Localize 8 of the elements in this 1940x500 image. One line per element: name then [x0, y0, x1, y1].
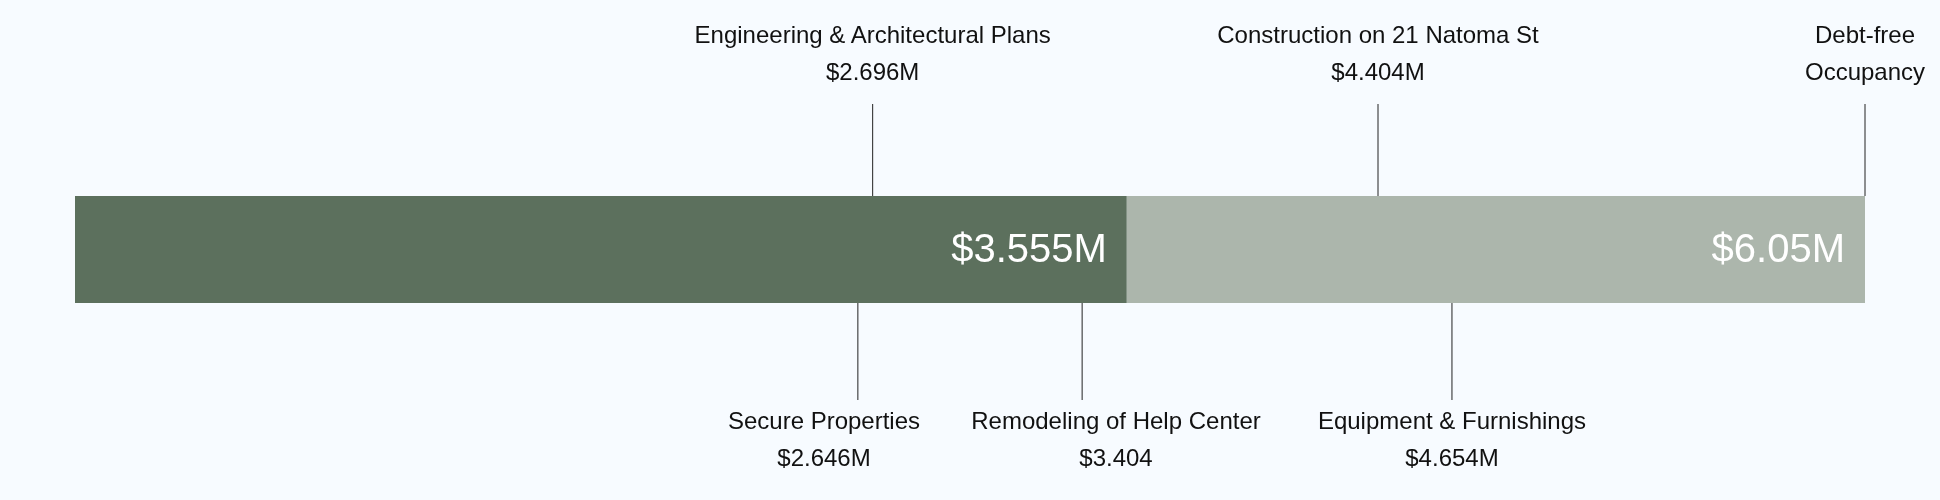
ref-line-label: Remodeling of Help Center $3.404: [971, 407, 1261, 471]
ref-line-label: Equipment & Furnishings $4.654M: [1317, 407, 1587, 471]
data-label: $3.555M: [951, 225, 1107, 270]
ref-line-label: Construction on 21 Natoma St $4.404M: [1217, 21, 1540, 85]
total-label: $6.05M: [1711, 225, 1845, 270]
ref-line-label: Secure Properties $2.646M: [727, 407, 921, 471]
ref-line-label: Debt-free Occupancy: [1804, 21, 1926, 85]
ref-line-label: Engineering & Architectural Plans $2.696M: [694, 21, 1051, 85]
